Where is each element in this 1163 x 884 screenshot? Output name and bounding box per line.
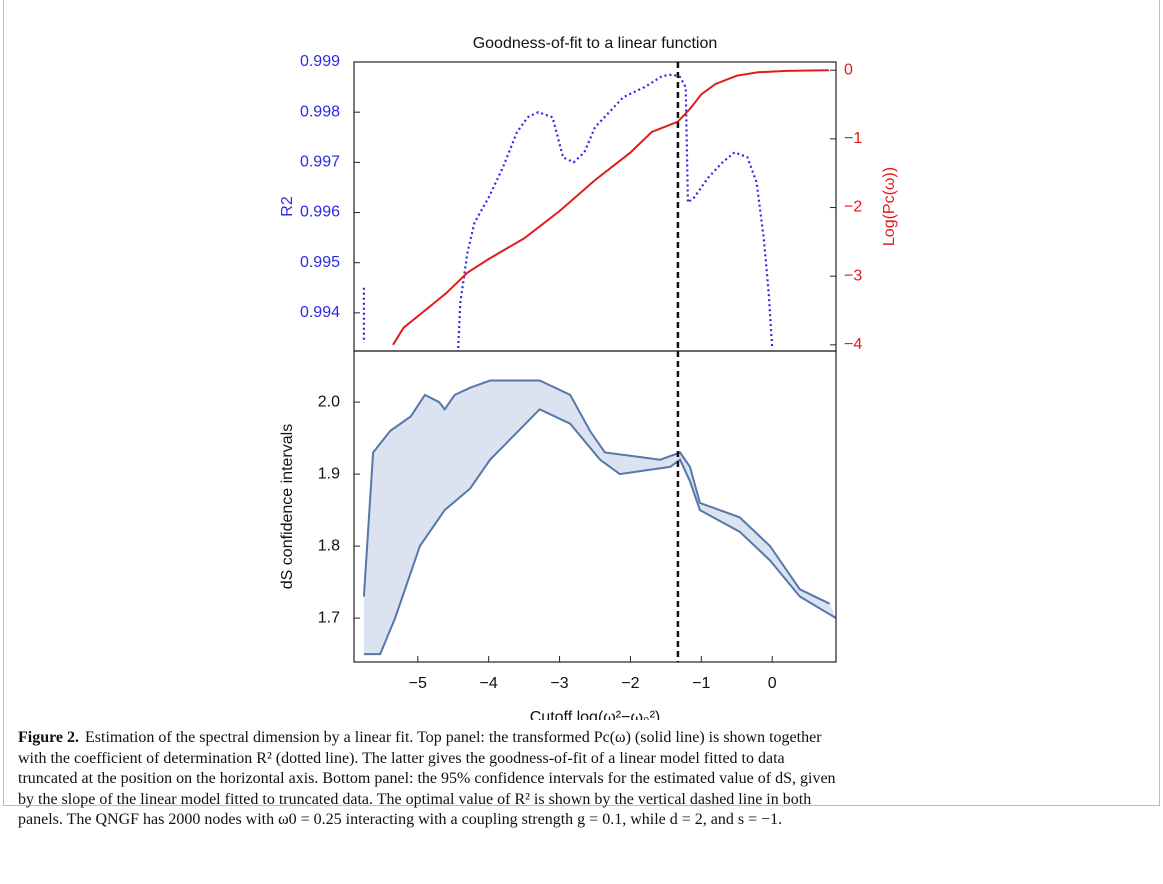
y-tick-label: 0.994 bbox=[300, 304, 340, 321]
y2-tick-label: −4 bbox=[844, 336, 862, 353]
y2-tick-label: −2 bbox=[844, 199, 862, 216]
y-axis-label: R2 bbox=[279, 196, 296, 217]
caption-line: Figure 2. Estimation of the spectral dime… bbox=[18, 728, 836, 749]
figure-frame bbox=[3, 0, 1160, 806]
y-tick-label: 0.997 bbox=[300, 154, 340, 171]
confidence-band bbox=[363, 380, 836, 655]
y-tick-label: 0.995 bbox=[300, 254, 340, 271]
x-tick-label: −2 bbox=[621, 675, 639, 692]
plot-frame bbox=[353, 61, 837, 352]
y-tick-label: 0.996 bbox=[300, 204, 340, 221]
chart-title: Goodness-of-fit to a linear function bbox=[473, 35, 718, 52]
y-axis-label: dS confidence intervals bbox=[279, 424, 296, 589]
x-tick-label: 0 bbox=[768, 675, 777, 692]
caption-text: Estimation of the spectral dimension by … bbox=[85, 729, 822, 746]
caption-line: by the slope of the linear model fitted … bbox=[18, 790, 812, 808]
dotted-line bbox=[362, 73, 774, 349]
caption-label: Figure 2. bbox=[18, 729, 80, 746]
y2-tick-label: 0 bbox=[844, 61, 853, 78]
y-tick-label: 1.7 bbox=[318, 609, 340, 626]
y-tick-label: 0.998 bbox=[300, 103, 340, 120]
y-tick-label: 0.999 bbox=[300, 53, 340, 70]
plot-frame bbox=[353, 350, 837, 663]
y-tick-label: 1.8 bbox=[318, 537, 340, 554]
line bbox=[362, 379, 831, 605]
caption: Figure 2. Estimation of the spectral dime… bbox=[18, 728, 836, 831]
x-tick-label: −3 bbox=[550, 675, 568, 692]
x-tick-label: −1 bbox=[692, 675, 710, 692]
y-tick-label: 1.9 bbox=[318, 465, 340, 482]
x-tick-label: −5 bbox=[409, 675, 427, 692]
line bbox=[392, 69, 829, 346]
x-axis-label: Cutoff log(ω²−ω₀²) bbox=[530, 709, 660, 720]
y2-tick-label: −1 bbox=[844, 130, 862, 147]
y2-axis-label: Log(Pc(ω)) bbox=[881, 167, 898, 246]
x-tick-label: −4 bbox=[480, 675, 498, 692]
y-tick-label: 2.0 bbox=[318, 393, 340, 410]
caption-line: with the coefficient of determination R²… bbox=[18, 749, 785, 767]
chart: 0.994 0.995 0.996 0.997 0.998 0.999 0 −1 −2 −3 −4 G… bbox=[279, 35, 898, 720]
y2-tick-label: −3 bbox=[844, 267, 862, 284]
line bbox=[363, 408, 837, 656]
caption-line: truncated at the position on the horizon… bbox=[18, 770, 836, 787]
caption-line: panels. The QNGF has 2000 nodes with ω0 … bbox=[18, 811, 783, 828]
